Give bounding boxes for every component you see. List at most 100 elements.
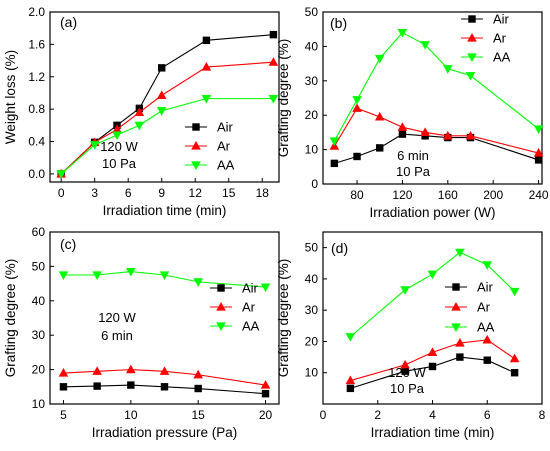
x-tick-label: 80 (350, 188, 364, 202)
chart-panel-4: 0 2 4 6 8 10 20 30 40 50 Irradiation time (min) Gra… (276, 231, 546, 440)
y-tick-label: 60 (32, 225, 46, 239)
data-point (193, 278, 203, 287)
data-point (427, 347, 438, 356)
data-point (509, 287, 520, 297)
data-point (156, 107, 167, 116)
series-aa (56, 95, 279, 179)
data-point (400, 359, 410, 369)
x-tick-label: 15 (222, 186, 236, 200)
y-axis-title: Grafting degree (%) (276, 39, 291, 158)
x-tick-label: 9 (158, 186, 165, 200)
data-point (92, 366, 102, 375)
series-air (57, 30, 278, 178)
y-tick-label: 0.8 (28, 102, 45, 116)
data-point (193, 369, 203, 379)
data-point (268, 95, 279, 104)
data-point (202, 36, 211, 45)
y-tick-label: 2.0 (28, 5, 45, 19)
series-line (333, 107, 539, 154)
data-point (159, 366, 170, 375)
data-point (260, 380, 271, 389)
legend-label: Ar (217, 139, 231, 154)
y-tick-label: 0 (311, 177, 318, 191)
chart-panel-3: 5 10 15 20 10 20 30 40 50 60 Irradiation pressure … (3, 225, 280, 440)
x-tick-label: 10 (124, 408, 138, 422)
data-point (260, 283, 271, 293)
legend-label: Air (493, 12, 510, 27)
legend-marker (452, 283, 460, 291)
x-tick-label: 15 (191, 408, 205, 422)
data-point (397, 122, 408, 131)
data-point (465, 130, 476, 140)
data-point (345, 375, 356, 385)
data-point (194, 384, 202, 393)
y-tick-label: 40 (305, 39, 319, 53)
legend-label: AA (477, 320, 495, 335)
series-line (63, 271, 266, 288)
legend-label: Ar (493, 31, 507, 46)
legend: Air Ar AA (445, 280, 495, 335)
legend-marker (191, 161, 201, 170)
series-line (350, 251, 516, 338)
data-point (533, 125, 544, 134)
data-point (126, 267, 136, 277)
data-point (376, 144, 384, 152)
x-tick-label: 0 (320, 408, 327, 422)
x-tick-label: 0 (58, 186, 65, 200)
x-tick-label: 3 (91, 186, 98, 200)
legend-marker (467, 53, 477, 62)
data-point (427, 270, 438, 280)
data-point (160, 383, 169, 391)
data-point (59, 383, 68, 391)
series-aa (345, 248, 520, 342)
data-point (158, 64, 166, 72)
series-line (334, 133, 539, 164)
data-point (329, 137, 340, 146)
x-tick-label: 2 (374, 408, 381, 422)
y-tick-label: 30 (305, 303, 319, 317)
data-point (465, 72, 476, 81)
data-point (420, 127, 430, 136)
panel-label: (b) (330, 15, 347, 31)
x-tick-label: 6 (484, 408, 491, 422)
legend-marker (217, 284, 225, 292)
panel-label: (c) (60, 236, 76, 252)
legend: Air Ar AA (461, 12, 511, 65)
y-tick-label: 50 (305, 5, 319, 19)
annotation: 120 W (98, 310, 136, 325)
data-point (455, 248, 465, 258)
series-line (63, 384, 266, 395)
chart-panel-1: 0 3 6 9 12 15 18 0.0 0.4 0.8 1.2 1.6 2.0 Irradiation … (3, 5, 280, 218)
data-point (58, 271, 69, 280)
data-point (482, 261, 493, 270)
y-tick-label: 20 (32, 363, 46, 377)
legend-marker (191, 141, 201, 150)
data-point (56, 170, 66, 179)
legend-marker (451, 323, 461, 332)
y-tick-label: 30 (305, 74, 319, 88)
legend-label: AA (217, 158, 235, 173)
annotation: 10 Pa (396, 164, 431, 179)
x-axis-title: Irradiation time (min) (103, 203, 227, 218)
data-point (127, 381, 135, 389)
y-tick-label: 50 (305, 241, 319, 255)
y-axis-title: Grafting degree (%) (3, 259, 18, 378)
legend-label: Ar (242, 300, 256, 315)
data-point (93, 382, 101, 390)
data-point (201, 62, 212, 71)
data-point (428, 362, 437, 371)
y-tick-label: 10 (305, 366, 319, 380)
plot-frame (49, 231, 280, 405)
series-line (333, 31, 539, 142)
data-point (509, 353, 520, 363)
data-point (456, 353, 464, 361)
data-point (330, 159, 339, 168)
data-point (482, 334, 493, 344)
x-tick-label: 6 (125, 186, 132, 200)
data-point (510, 369, 519, 377)
y-tick-label: 30 (32, 328, 46, 342)
plot-frame (322, 231, 543, 405)
data-point (159, 271, 170, 280)
data-point (58, 368, 69, 377)
